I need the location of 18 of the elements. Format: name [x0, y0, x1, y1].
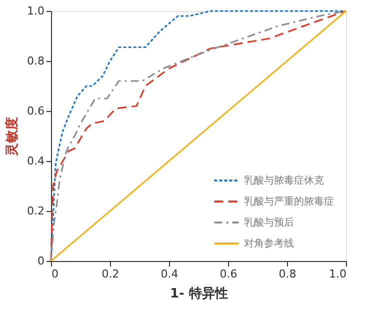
- x-tick-label: 0: [52, 268, 58, 280]
- y-tick-label: 0.8: [27, 54, 44, 68]
- y-tick-label: 0.2: [27, 204, 44, 218]
- y-tick-label: 0.6: [27, 104, 44, 118]
- y-tick-label: 1.0: [27, 4, 44, 18]
- x-tick-label: 0.8: [278, 268, 296, 280]
- x-tick-label: 1.0: [329, 268, 346, 280]
- y-axis-title: 灵敏度: [4, 117, 20, 157]
- legend-label: 乳酸与预后: [244, 216, 294, 228]
- x-tick-label: 0.2: [102, 268, 120, 280]
- x-tick-label: 0.6: [220, 268, 238, 280]
- x-tick-label: 0.4: [160, 268, 178, 280]
- legend-label: 对角参考线: [244, 238, 294, 250]
- x-axis-title: 1- 特异性: [170, 286, 228, 302]
- legend-label: 乳酸与脓毒症休克: [244, 174, 324, 186]
- legend-label: 乳酸与严重的脓毒症: [244, 196, 334, 208]
- y-tick-label: 0.4: [27, 154, 44, 168]
- y-tick-label: 0: [38, 254, 44, 268]
